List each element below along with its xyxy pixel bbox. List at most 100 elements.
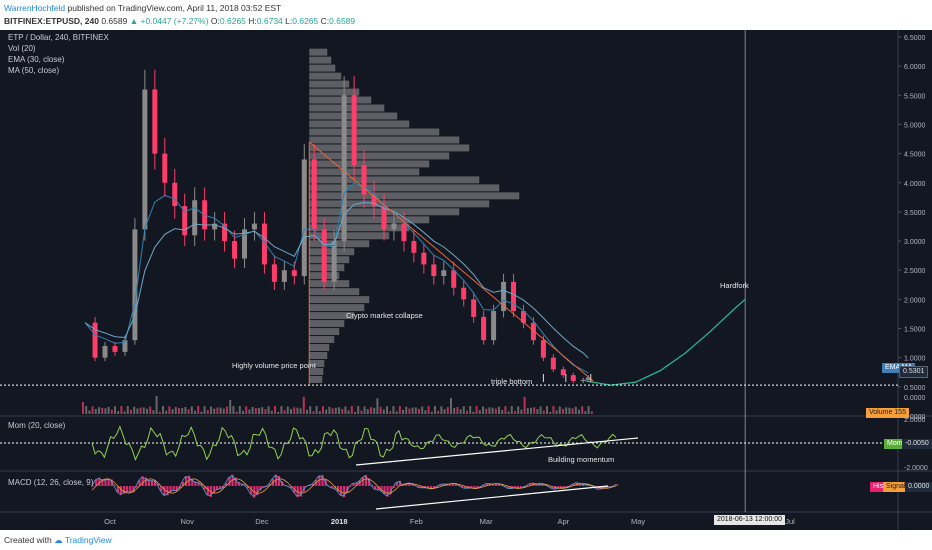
volume-profile-bar-2 [309,64,336,72]
candle-body-34 [421,252,427,265]
candle-body-2 [102,346,108,358]
volume-profile-bar-38 [309,352,328,359]
volume-profile-bar-4 [309,80,350,88]
macd-hist-bar-117 [454,483,457,486]
y-tick-13: 6.5000 [904,35,926,42]
volume-bar-26 [165,410,168,414]
macd-hist-bar-136 [513,486,516,489]
volume-bar-123 [475,406,478,414]
volume-bar-49 [238,406,241,414]
open-label: O: [210,16,220,26]
volume-bar-55 [258,407,260,414]
legend-symbol[interactable]: ETP / Dollar, 240, BITFINEX [8,33,109,42]
macd-hist-bar-40 [216,486,219,491]
macd-hist-bar-145 [541,484,544,486]
macd-hist-bar-21 [157,483,160,486]
volume-bar-112 [440,406,443,414]
macd-hist-bar-152 [563,486,566,488]
ma-line [84,201,589,359]
macd-hist-bar-99 [398,480,402,486]
volume-bar-11 [117,411,120,414]
candle-body-32 [401,223,407,242]
volume-bar-153 [571,408,574,414]
annotation-triple-bottom: triple bottom [491,377,533,386]
hist-tag: Hist [870,482,889,492]
macd-hist-bar-108 [426,486,429,489]
legend-mom[interactable]: Mom (20, close) [8,421,66,430]
y-tick-2: 1.0000 [904,356,926,363]
volume-bar-85 [354,411,356,414]
macd-hist-bar-1 [95,479,98,486]
legend-ma[interactable]: MA (50, close) [8,66,60,75]
candle-body-3 [112,346,118,352]
y-tick-1: 0.5000 [904,385,926,392]
macd-hist-bar-169 [615,484,619,486]
volume-bar-7 [104,408,107,414]
macd-value-tag: 0.0000 [905,482,932,492]
macd-hist-bar-77 [330,486,333,488]
annotation-building-momentum: Building momentum [548,455,615,464]
y-tick-11: 5.5000 [904,93,926,100]
volume-bar-139 [526,408,529,414]
x-tick-2: Dec [255,517,269,526]
macd-hist-bar-2 [98,477,101,486]
volume-bar-59 [270,410,273,414]
macd-hist-bar-18 [147,479,150,486]
chart-canvas[interactable]: 0.0000 0.5000 1.0000 1.5000 2.0000 2.5000 3.00… [0,30,932,530]
volume-bar-43 [219,407,222,414]
volume-profile-bar-21 [309,216,430,224]
macd-hist-bar-158 [581,484,584,486]
volume-bar-46 [229,400,232,414]
sub-axis-label-2: 0.0000 [904,395,926,402]
candle-body-25 [331,241,337,282]
macd-hist-bar-110 [433,486,436,489]
volume-bar-20 [146,408,148,414]
volume-bar-16 [133,406,136,414]
macd-hist-bar-144 [538,484,541,486]
macd-hist-bar-14 [135,486,138,488]
descending-trendline [308,141,594,382]
macd-hist-bar-103 [411,483,414,486]
y-tick-7: 3.5000 [904,210,926,217]
macd-hist-bar-48 [240,483,243,486]
tradingview-link[interactable]: TradingView [64,535,112,545]
candle-body-23 [311,159,317,230]
macd-hist-bar-122 [470,486,473,489]
macd-hist-bar-147 [547,486,550,487]
chart-footer: Created with ☁ TradingView [0,530,932,550]
volume-bar-158 [587,406,590,414]
volume-bar-93 [379,406,382,414]
volume-bar-31 [181,408,184,414]
candle-body-1 [92,322,98,358]
legend-volume[interactable]: Vol (20) [8,44,36,53]
candle-body-45 [530,322,536,341]
volume-profile-bar-0 [309,48,328,56]
volume-bar-151 [565,407,568,414]
legend-macd[interactable]: MACD (12, 26, close, 9) [8,478,94,487]
volume-bar-100 [402,409,404,414]
author-link[interactable]: WarrenHochfeld [4,3,66,13]
volume-bar-145 [546,406,548,414]
macd-hist-bar-31 [188,475,191,486]
legend-ema[interactable]: EMA (30, close) [8,55,65,64]
volume-bar-65 [290,408,292,414]
y-tick-6: 3.0000 [904,239,926,246]
candle-body-50 [580,379,586,382]
volume-bar-134 [510,406,513,414]
chart-area[interactable]: 0.0000 0.5000 1.0000 1.5000 2.0000 2.5000 3.00… [0,30,932,530]
macd-hist-bar-150 [557,486,560,489]
macd-hist-bar-20 [154,480,157,486]
volume-bar-21 [149,406,152,414]
volume-bar-99 [398,406,401,414]
macd-hist-bar-101 [405,483,408,486]
volume-profile-bar-3 [309,72,342,80]
volume-bar-106 [421,406,424,414]
candle-body-46 [540,340,546,358]
up-arrow-icon: ▲ [129,16,139,26]
volume-bar-103 [411,407,414,414]
candle-body-47 [550,357,556,370]
macd-hist-bar-90 [371,484,374,486]
candle-body-10 [182,206,188,236]
chart-header: WarrenHochfeld published on TradingView.… [0,0,932,30]
volume-bar-120 [466,410,468,414]
